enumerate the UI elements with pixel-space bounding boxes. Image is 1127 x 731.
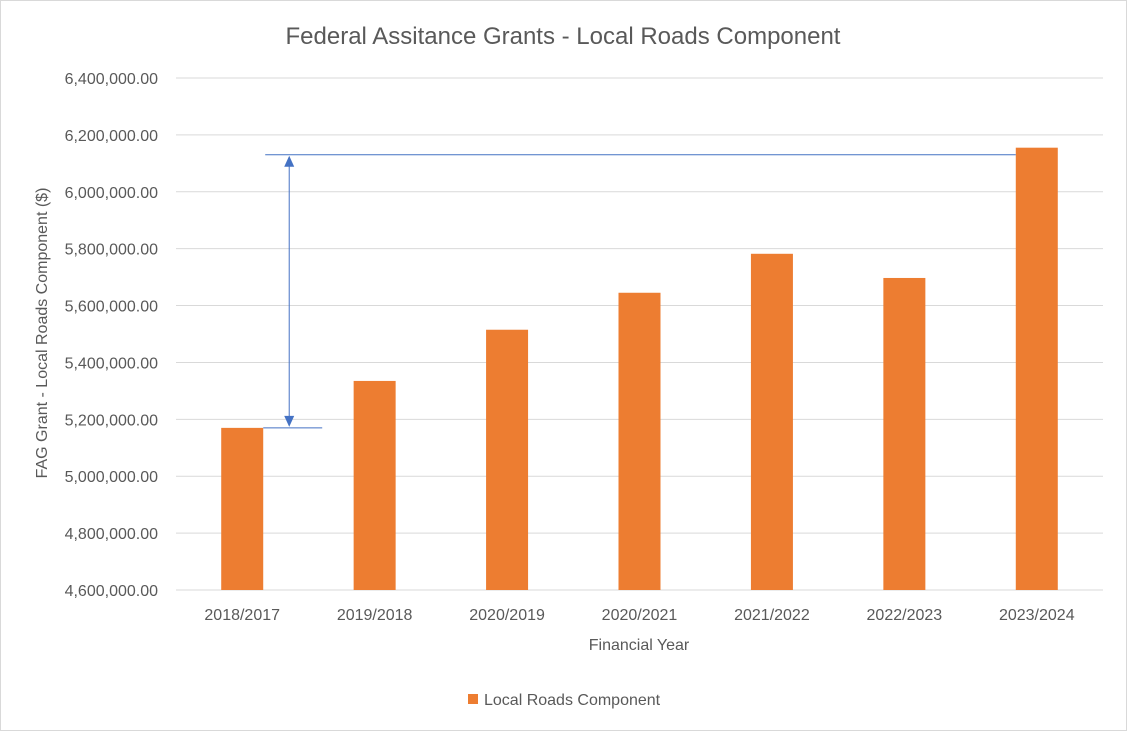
bar [486, 329, 529, 590]
bar [750, 253, 793, 590]
y-tick-label: 4,800,000.00 [65, 526, 159, 543]
y-axis-title: FAG Grant - Local Roads Component ($) [34, 188, 51, 479]
x-tick-label: 2023/2024 [999, 607, 1075, 624]
annotation-arrowhead-down [284, 415, 295, 427]
chart-title: Federal Assitance Grants - Local Roads C… [286, 23, 841, 50]
y-tick-label: 5,800,000.00 [65, 242, 159, 259]
x-axis-ticks: 2018/2017 2019/2018 2020/2019 2020/2021 2021… [204, 607, 1074, 624]
legend-label: Local Roads Component [484, 692, 661, 709]
x-axis-title: Financial Year [589, 637, 690, 654]
legend-swatch [468, 694, 478, 704]
y-axis-ticks: 4,600,000.00 4,800,000.00 5,000,000.00 5,20… [65, 71, 159, 600]
y-tick-label: 6,200,000.00 [65, 128, 159, 145]
x-tick-label: 2022/2023 [867, 607, 943, 624]
y-tick-label: 5,200,000.00 [65, 412, 159, 429]
annotation-arrowhead-up [284, 155, 295, 167]
x-tick-label: 2019/2018 [337, 607, 413, 624]
y-tick-label: 5,000,000.00 [65, 469, 159, 486]
gridlines [176, 77, 1103, 591]
bar [618, 292, 661, 590]
y-tick-label: 6,400,000.00 [65, 71, 159, 88]
difference-annotation [263, 154, 1016, 429]
bar [221, 427, 264, 590]
y-tick-label: 5,600,000.00 [65, 299, 159, 316]
x-tick-label: 2020/2021 [602, 607, 678, 624]
x-tick-label: 2018/2017 [204, 607, 280, 624]
y-tick-label: 4,600,000.00 [65, 583, 159, 600]
bar [353, 380, 396, 590]
bar [883, 277, 926, 590]
y-tick-label: 5,400,000.00 [65, 355, 159, 372]
legend: Local Roads Component [468, 692, 661, 709]
bars [221, 147, 1058, 590]
y-tick-label: 6,000,000.00 [65, 185, 159, 202]
x-tick-label: 2020/2019 [469, 607, 545, 624]
bar [1015, 147, 1058, 590]
x-tick-label: 2021/2022 [734, 607, 810, 624]
